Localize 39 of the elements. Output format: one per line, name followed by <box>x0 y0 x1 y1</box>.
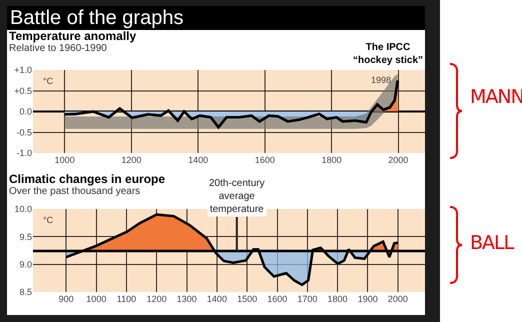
x-tick-label: 1800 <box>328 294 348 304</box>
y-tick-label: +1.0 <box>14 65 32 76</box>
chart-subtitle: Relative to 1960-1990 <box>8 43 108 55</box>
annotation: 1998 <box>371 75 392 85</box>
ref-line-label: 20th-century average temperature <box>209 178 265 215</box>
text: The IPCC “hockey stick” <box>353 42 424 66</box>
x-tick-label: 1400 <box>206 294 227 304</box>
x-tick-label: 1700 <box>297 294 318 304</box>
y-tick-label: 0.0 <box>19 106 32 117</box>
x-tick-label: 1500 <box>237 294 258 304</box>
x-tick-label: 1600 <box>267 294 288 304</box>
y-tick-label: -1.0 <box>16 148 32 158</box>
chart-title: Climatic changes in europe <box>8 172 166 186</box>
x-tick-label: 1200 <box>121 155 142 165</box>
chart-subtitle: Over the past thousand years <box>8 186 142 198</box>
y-tick-label: 10.0 <box>14 204 32 214</box>
x-tick-label: 1600 <box>254 155 275 165</box>
y-tick-label: 9.5 <box>19 232 32 242</box>
y-axis-title: °C <box>43 76 54 86</box>
x-tick-label: 1300 <box>176 294 197 304</box>
x-tick-label: 1100 <box>116 294 136 304</box>
chart-title: Temperature anomally <box>8 29 136 43</box>
x-tick-label: 1800 <box>322 155 342 165</box>
x-tick-label: 2000 <box>388 155 408 165</box>
x-tick-label: 1000 <box>86 294 106 304</box>
text: BALL <box>470 232 514 254</box>
text: MANN <box>470 86 522 108</box>
y-tick-label: 8.5 <box>19 287 32 298</box>
y-axis-title: °C <box>43 215 54 225</box>
x-tick-label: 1000 <box>54 155 75 165</box>
text: Battle of the graphs <box>7 6 425 30</box>
y-tick-label: 9.0 <box>19 259 32 270</box>
x-tick-label: 2000 <box>388 294 408 304</box>
y-tick-label: -0.5 <box>16 127 32 138</box>
x-tick-label: 1400 <box>188 155 208 165</box>
y-tick-label: +0.5 <box>14 86 32 96</box>
x-tick-label: 1900 <box>358 294 378 304</box>
x-tick-label: 1200 <box>146 294 167 304</box>
x-tick-label: 900 <box>58 294 74 304</box>
